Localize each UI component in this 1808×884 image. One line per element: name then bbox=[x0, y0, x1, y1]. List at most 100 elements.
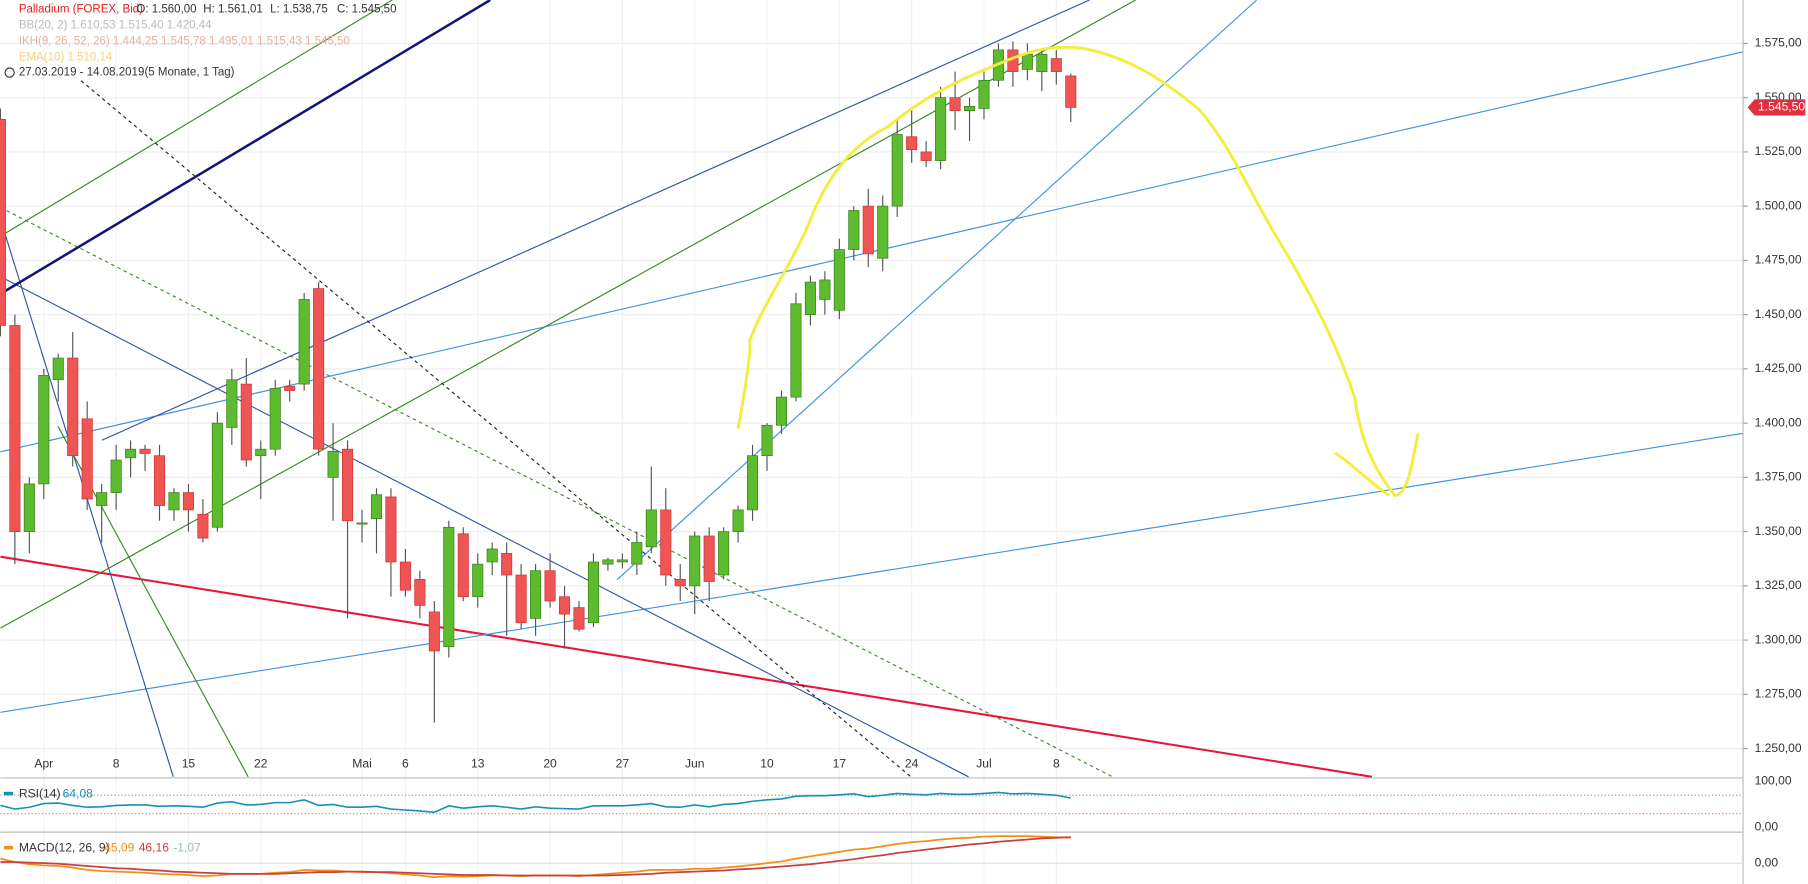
candle-body bbox=[38, 375, 50, 485]
indicator-label: EMA(10) 1.510,14 bbox=[19, 52, 113, 64]
trend-line bbox=[0, 0, 491, 295]
candle-body bbox=[920, 151, 932, 161]
y-tick-label: 1.300,00 bbox=[1755, 632, 1802, 646]
ohlc: O: 1.560,00 bbox=[136, 3, 196, 15]
indicators bbox=[0, 791, 1744, 879]
x-tick-label: Jun bbox=[685, 756, 705, 770]
candle-body bbox=[125, 448, 137, 459]
date-range: 27.03.2019 - 14.08.2019 bbox=[19, 67, 145, 79]
candle-body bbox=[428, 611, 440, 652]
y-tick-label: 1.275,00 bbox=[1755, 687, 1802, 701]
candle-body bbox=[660, 509, 672, 576]
y-tick-label: 1.575,00 bbox=[1755, 36, 1802, 50]
candle-body bbox=[457, 533, 469, 598]
candle-body bbox=[255, 448, 267, 457]
x-tick-label: 8 bbox=[113, 756, 120, 770]
candle-body bbox=[96, 492, 108, 506]
y-tick-label: 1.250,00 bbox=[1755, 741, 1802, 755]
candle-body bbox=[558, 596, 571, 615]
trend-line bbox=[0, 276, 969, 778]
candle-body bbox=[182, 492, 194, 511]
candle-body bbox=[472, 563, 484, 598]
y-tick-label: 1.350,00 bbox=[1755, 524, 1802, 538]
period: (5 Monate, 1 Tag) bbox=[144, 67, 234, 79]
freehand-drawing bbox=[736, 45, 1420, 498]
candle-body bbox=[631, 542, 643, 565]
candle-body bbox=[978, 79, 990, 109]
trend-line bbox=[101, 0, 1090, 441]
candle-body bbox=[414, 579, 426, 606]
trend-line bbox=[80, 80, 912, 778]
candle-body bbox=[1065, 75, 1077, 108]
x-tick-label: Jul bbox=[976, 756, 991, 770]
y-tick-label: 1.375,00 bbox=[1755, 470, 1802, 484]
candle-body bbox=[284, 385, 296, 391]
candle-body bbox=[602, 559, 614, 565]
ohlc: C: 1.545,50 bbox=[337, 3, 397, 15]
y-tick-label: 1.425,00 bbox=[1755, 361, 1802, 375]
candle-body bbox=[226, 379, 238, 428]
candle-body bbox=[356, 522, 368, 525]
x-tick-label: 6 bbox=[402, 756, 409, 770]
indicator-label: IKH(9, 26, 52, 26) 1.444,25 1.545,78 1.4… bbox=[19, 36, 350, 48]
y-tick-label: 0,00 bbox=[1755, 855, 1779, 869]
candle-body bbox=[399, 561, 411, 591]
candle-body bbox=[819, 279, 831, 300]
candle-body bbox=[211, 422, 223, 528]
candles bbox=[0, 41, 1077, 723]
trend-line bbox=[616, 0, 1258, 581]
candle-body bbox=[342, 448, 354, 522]
instrument: Palladium (FOREX, Bid) bbox=[19, 3, 143, 15]
candle-body bbox=[616, 559, 628, 563]
candle-body bbox=[804, 281, 816, 315]
candle-body bbox=[1050, 58, 1062, 72]
x-tick-label: 24 bbox=[905, 756, 919, 770]
candle-body bbox=[848, 210, 860, 250]
candle-body bbox=[313, 288, 325, 450]
candle-body bbox=[23, 483, 35, 532]
candle-body bbox=[862, 205, 874, 255]
x-tick-label: 13 bbox=[471, 756, 485, 770]
candle-body bbox=[530, 570, 542, 619]
candle-body bbox=[139, 448, 151, 454]
x-tick-label: 8 bbox=[1053, 756, 1060, 770]
trend-line bbox=[0, 206, 1113, 778]
y-tick-label: 1.450,00 bbox=[1755, 307, 1802, 321]
rsi-value: 64,08 bbox=[63, 786, 94, 800]
trend-lines bbox=[0, 0, 1744, 778]
trend-line bbox=[0, 555, 1373, 778]
x-tick-label: 10 bbox=[760, 756, 774, 770]
candle-body bbox=[370, 494, 383, 519]
candle-body bbox=[52, 357, 64, 381]
y-tick-label: 1.325,00 bbox=[1755, 578, 1802, 592]
rsi-label: RSI(14) bbox=[19, 786, 61, 800]
candle-body bbox=[9, 325, 21, 532]
candle-body bbox=[833, 249, 845, 311]
candle-body bbox=[718, 531, 730, 576]
y-tick-label: 0,00 bbox=[1755, 820, 1779, 834]
x-tick-label: 17 bbox=[833, 756, 847, 770]
candle-body bbox=[674, 579, 686, 587]
x-tick-label: 27 bbox=[616, 756, 630, 770]
candle-body bbox=[443, 526, 455, 647]
header: Palladium (FOREX, Bid) O: 1.560,00 H: 1.… bbox=[4, 3, 397, 79]
candle-body bbox=[775, 396, 788, 426]
candle-body bbox=[747, 455, 759, 511]
candle-body bbox=[689, 535, 701, 587]
candle-body bbox=[949, 97, 961, 112]
candle-body bbox=[153, 455, 166, 506]
candle-body bbox=[1036, 53, 1048, 72]
candle-body bbox=[703, 535, 715, 582]
x-tick-label: Apr bbox=[34, 756, 53, 770]
price-marker-label: 1.545,50 bbox=[1758, 100, 1805, 114]
x-tick-label: 20 bbox=[543, 756, 557, 770]
candle-body bbox=[935, 97, 947, 161]
grid bbox=[0, 0, 1748, 884]
candle-body bbox=[240, 383, 252, 461]
trend-line bbox=[0, 0, 393, 237]
candle-body bbox=[645, 509, 657, 548]
indicator-label: BB(20, 2) 1.610,53 1.515,40 1.420,44 bbox=[19, 19, 212, 31]
candle-body bbox=[81, 418, 93, 500]
